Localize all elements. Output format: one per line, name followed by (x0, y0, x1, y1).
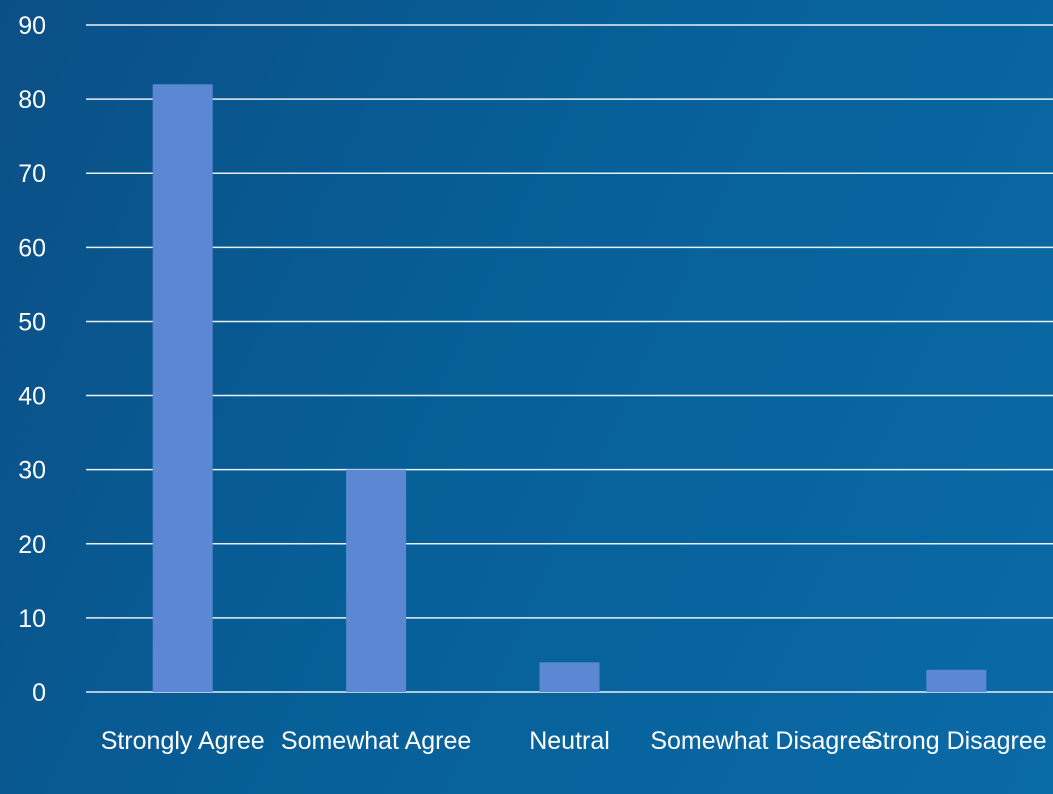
x-category-label: Somewhat Agree (281, 727, 471, 755)
x-category-label: Strongly Agree (101, 727, 265, 755)
gridlines (86, 24, 1053, 693)
bar-somewhat-agree (346, 469, 407, 692)
y-tick-label: 80 (18, 86, 46, 114)
y-tick-label: 10 (18, 605, 46, 633)
y-tick-label: 90 (18, 12, 46, 40)
y-tick-label: 60 (18, 234, 46, 262)
x-category-label: Strong Disagree (866, 727, 1047, 755)
x-category-label: Somewhat Disagree (650, 727, 875, 755)
x-axis-category-labels: Strongly Agree Somewhat Agree Neutral Somew… (101, 727, 1047, 755)
bar-strong-disagree (926, 669, 987, 692)
x-category-label: Neutral (529, 727, 610, 755)
y-tick-label: 30 (18, 457, 46, 485)
y-tick-label: 0 (32, 679, 46, 707)
y-tick-label: 50 (18, 308, 46, 336)
bar-neutral (539, 662, 600, 692)
y-tick-label: 40 (18, 383, 46, 411)
y-tick-label: 20 (18, 531, 46, 559)
bars (152, 84, 987, 693)
bar-strongly-agree (152, 84, 213, 693)
y-axis-tick-labels: 0 10 20 30 40 50 60 70 80 90 (18, 12, 46, 707)
y-tick-label: 70 (18, 160, 46, 188)
